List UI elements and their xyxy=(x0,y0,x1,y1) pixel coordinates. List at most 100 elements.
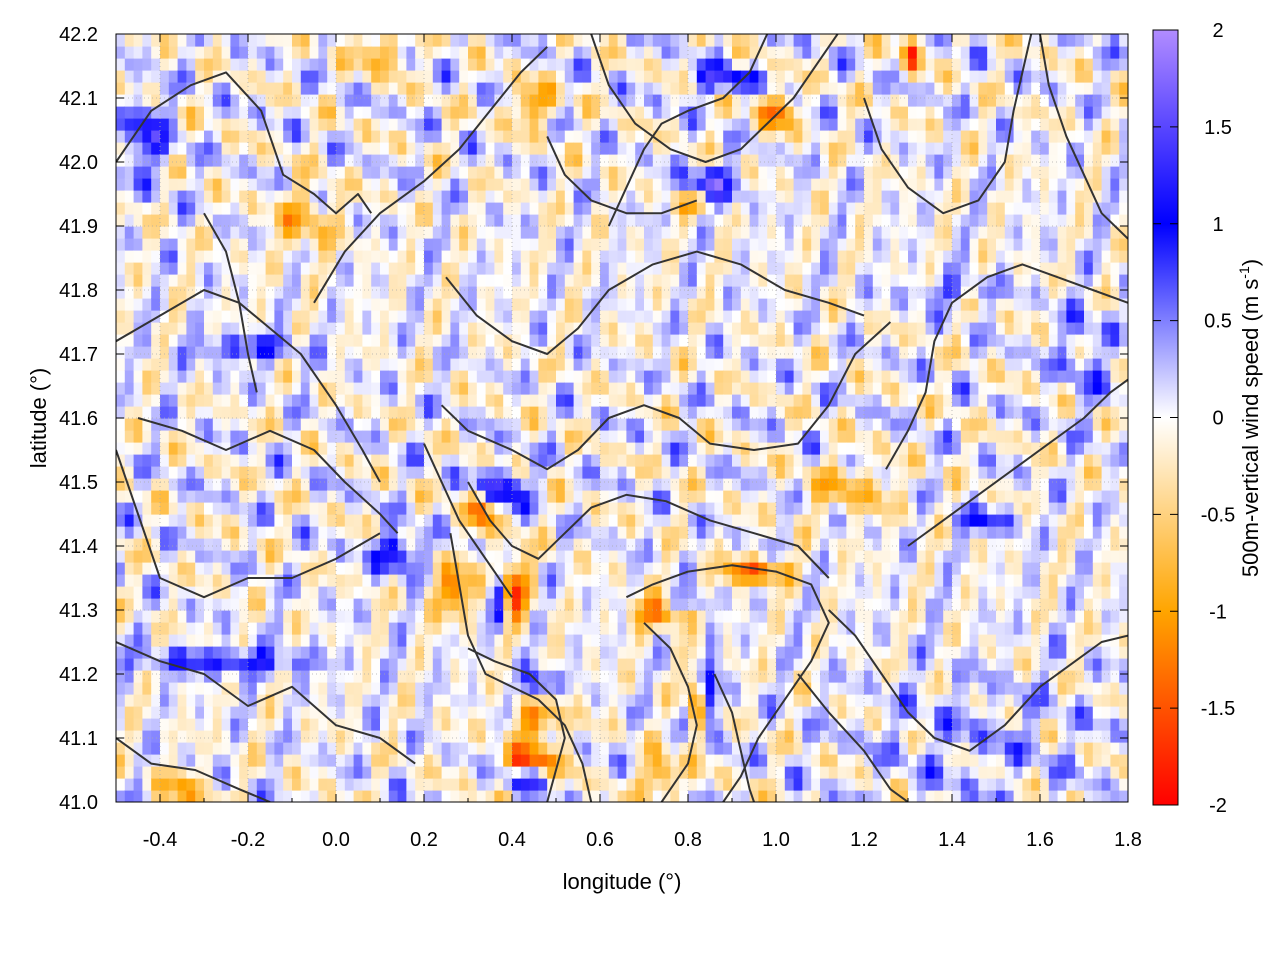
heatmap-cell xyxy=(635,346,645,359)
heatmap-cell xyxy=(116,238,126,251)
heatmap-cell xyxy=(204,502,214,515)
heatmap-cell xyxy=(353,178,363,191)
heatmap-cell xyxy=(388,82,399,95)
heatmap-cell xyxy=(300,454,311,467)
heatmap-cell xyxy=(142,286,152,299)
heatmap-cell xyxy=(617,166,627,179)
heatmap-cell xyxy=(221,634,231,647)
heatmap-cell xyxy=(503,46,513,59)
heatmap-cell xyxy=(591,790,601,802)
heatmap-cell xyxy=(476,370,487,383)
heatmap-cell xyxy=(652,586,663,599)
heatmap-cell xyxy=(142,238,152,251)
heatmap-cell xyxy=(265,478,275,491)
heatmap-cell xyxy=(608,586,619,599)
heatmap-cell xyxy=(212,766,223,779)
heatmap-cell xyxy=(388,334,399,347)
heatmap-cell xyxy=(406,610,416,623)
heatmap-cell xyxy=(476,34,487,47)
heatmap-cell xyxy=(256,562,267,575)
heatmap-cell xyxy=(450,130,460,143)
heatmap-cell xyxy=(538,394,548,407)
heatmap-cell xyxy=(353,214,363,227)
heatmap-cell xyxy=(582,790,592,802)
heatmap-cell xyxy=(494,670,504,683)
heatmap-cell xyxy=(300,562,311,575)
heatmap-cell xyxy=(142,466,152,479)
heatmap-cell xyxy=(538,538,548,551)
heatmap-cell xyxy=(336,226,346,239)
heatmap-cell xyxy=(212,562,223,575)
heatmap-cell xyxy=(406,526,416,539)
heatmap-cell xyxy=(529,790,539,802)
heatmap-cell xyxy=(388,550,399,563)
heatmap-cell xyxy=(353,706,363,719)
heatmap-cell xyxy=(195,274,205,287)
heatmap-cell xyxy=(476,718,487,731)
heatmap-cell xyxy=(353,430,363,443)
heatmap-cell xyxy=(793,130,803,143)
heatmap-cell xyxy=(520,706,531,719)
heatmap-cell xyxy=(459,418,469,431)
heatmap-cell xyxy=(274,226,284,239)
heatmap-cell xyxy=(538,190,548,203)
heatmap-cell xyxy=(573,286,583,299)
heatmap-cell xyxy=(776,490,786,503)
heatmap-cell xyxy=(424,250,434,263)
heatmap-cell xyxy=(591,214,601,227)
heatmap-cell xyxy=(520,526,531,539)
heatmap-cell xyxy=(476,154,487,167)
heatmap-cell xyxy=(635,550,645,563)
heatmap-cell xyxy=(529,358,539,371)
heatmap-cell xyxy=(652,634,663,647)
heatmap-cell xyxy=(538,562,548,575)
heatmap-cell xyxy=(424,130,434,143)
heatmap-cell xyxy=(538,778,548,791)
heatmap-cell xyxy=(538,658,548,671)
heatmap-cell xyxy=(635,70,645,83)
heatmap-cell xyxy=(406,634,416,647)
heatmap-cell xyxy=(432,142,443,155)
heatmap-cell xyxy=(696,502,707,515)
heatmap-cell xyxy=(177,646,187,659)
heatmap-cell xyxy=(318,742,328,755)
heatmap-cell xyxy=(309,46,319,59)
heatmap-cell xyxy=(661,274,671,287)
heatmap-cell xyxy=(723,178,733,191)
heatmap-cell xyxy=(503,430,513,443)
heatmap-cell xyxy=(151,574,161,587)
heatmap-cell xyxy=(283,154,293,167)
heatmap-cell xyxy=(151,706,161,719)
heatmap-cell xyxy=(749,190,759,203)
heatmap-cell xyxy=(556,346,566,359)
heatmap-cell xyxy=(503,274,513,287)
heatmap-cell xyxy=(485,658,495,671)
heatmap-cell xyxy=(336,154,346,167)
heatmap-cell xyxy=(591,394,601,407)
heatmap-cell xyxy=(344,106,355,119)
heatmap-cell xyxy=(626,670,636,683)
heatmap-cell xyxy=(168,430,179,443)
heatmap-cell xyxy=(696,238,707,251)
heatmap-cell xyxy=(705,706,715,719)
heatmap-cell xyxy=(573,550,583,563)
heatmap-cell xyxy=(388,190,399,203)
heatmap-cell xyxy=(204,178,214,191)
heatmap-cell xyxy=(776,538,786,551)
heatmap-cell xyxy=(212,334,223,347)
heatmap-cell xyxy=(573,658,583,671)
heatmap-cell xyxy=(177,562,187,575)
heatmap-cell xyxy=(644,682,654,695)
heatmap-cell xyxy=(512,94,522,107)
heatmap-cell xyxy=(248,682,258,695)
heatmap-cell xyxy=(503,358,513,371)
heatmap-cell xyxy=(371,394,381,407)
heatmap-cell xyxy=(494,46,504,59)
heatmap-cell xyxy=(292,202,302,215)
heatmap-cell xyxy=(327,34,337,47)
heatmap-cell xyxy=(705,202,715,215)
heatmap-cell xyxy=(195,670,205,683)
heatmap-cell xyxy=(283,742,293,755)
heatmap-cell xyxy=(151,598,161,611)
heatmap-cell xyxy=(212,706,223,719)
